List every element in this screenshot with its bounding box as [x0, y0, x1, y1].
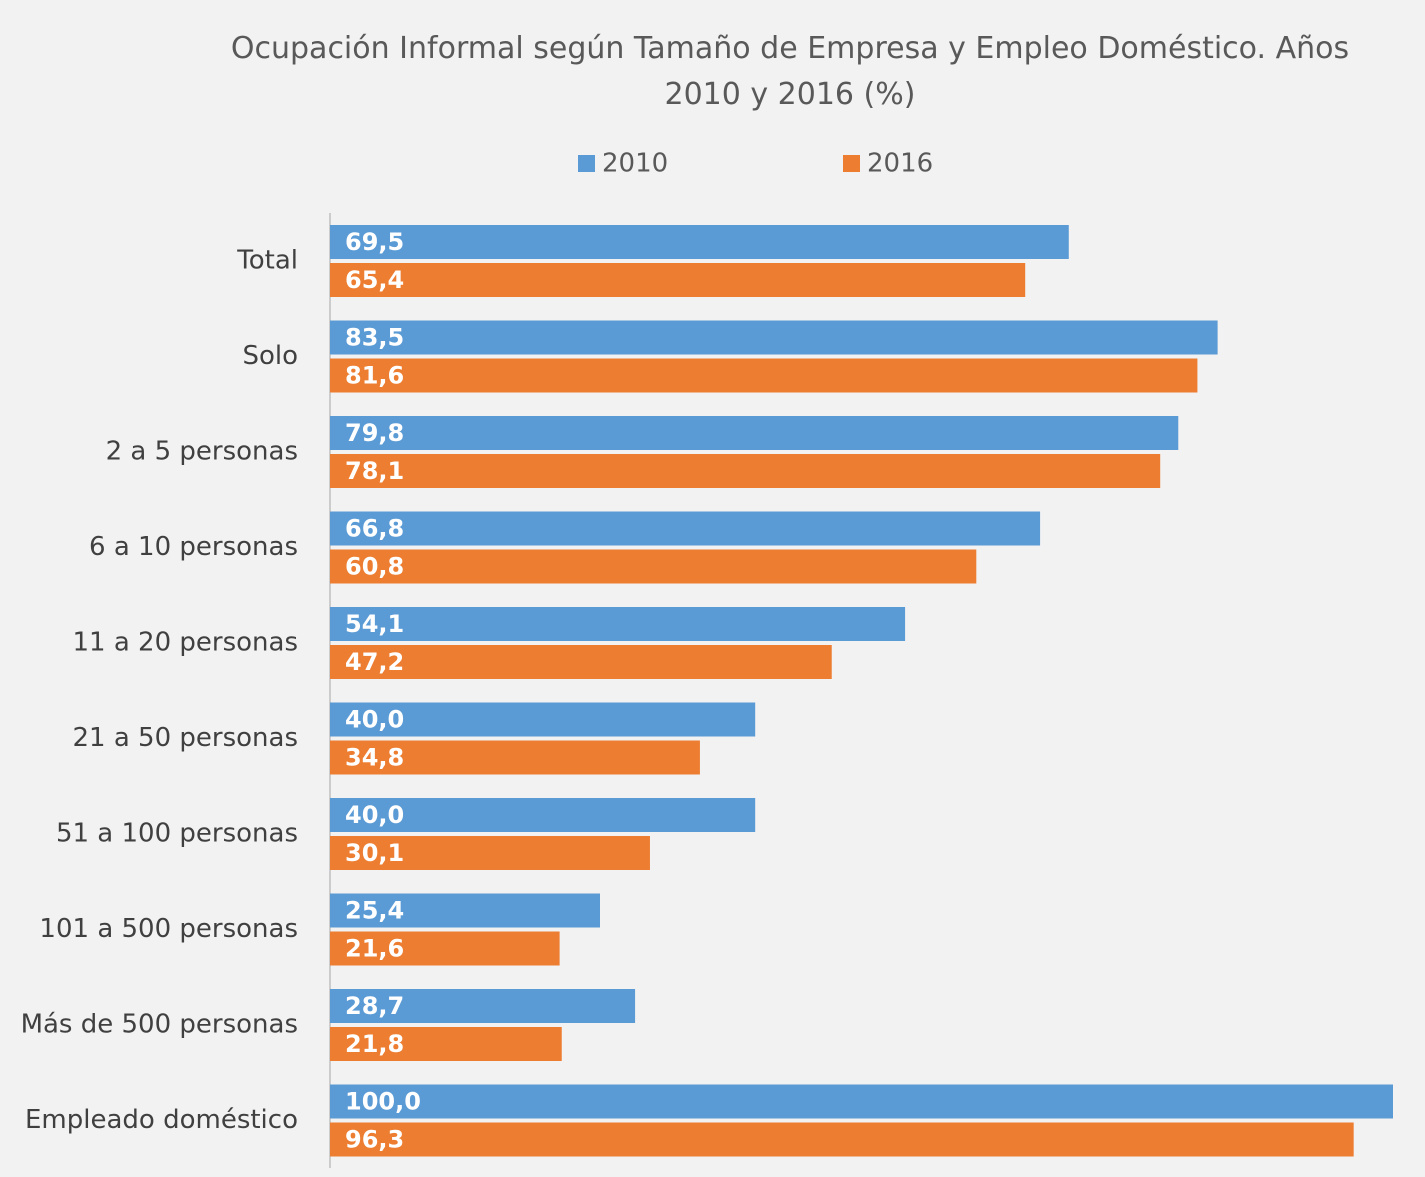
bar [330, 931, 560, 966]
bar [330, 798, 756, 832]
bar [330, 989, 636, 1023]
bar [330, 263, 1026, 297]
data-label: 100,0 [345, 1088, 421, 1116]
data-label: 28,7 [345, 992, 404, 1020]
y-tick-label: 2 a 5 personas [106, 436, 298, 466]
data-label: 25,4 [345, 897, 404, 925]
bar [330, 607, 906, 641]
legend-swatch [843, 155, 860, 172]
data-label: 40,0 [345, 801, 404, 829]
y-tick-label: Solo [242, 341, 298, 371]
y-tick-label: Más de 500 personas [21, 1009, 298, 1039]
bar [330, 549, 977, 584]
data-label: 60,8 [345, 553, 404, 581]
bar [330, 1084, 1393, 1119]
bar [330, 511, 1041, 546]
data-label: 79,8 [345, 419, 404, 447]
y-tick-label: Total [236, 245, 298, 275]
y-tick-label: Empleado doméstico [25, 1105, 298, 1135]
y-tick-label: 21 a 50 personas [73, 723, 299, 753]
data-label: 21,8 [345, 1030, 404, 1058]
bar [330, 645, 832, 679]
data-label: 69,5 [345, 228, 404, 256]
bar [330, 454, 1161, 488]
y-tick-label: 101 a 500 personas [39, 914, 298, 944]
y-tick-label: 6 a 10 personas [89, 532, 298, 562]
data-label: 30,1 [345, 839, 404, 867]
bar [330, 740, 700, 775]
bar [330, 1122, 1354, 1157]
data-label: 81,6 [345, 362, 404, 390]
data-label: 21,6 [345, 935, 404, 963]
bar [330, 893, 601, 928]
data-label: 54,1 [345, 610, 404, 638]
data-label: 34,8 [345, 744, 404, 772]
bar [330, 836, 650, 870]
y-tick-label: 11 a 20 personas [73, 627, 299, 657]
bar [330, 416, 1179, 450]
legend-label: 2016 [867, 149, 933, 179]
data-label: 40,0 [345, 706, 404, 734]
legend-label: 2010 [602, 149, 668, 179]
data-label: 78,1 [345, 457, 404, 485]
y-tick-label: 51 a 100 personas [56, 818, 298, 848]
data-label: 47,2 [345, 648, 404, 676]
data-label: 65,4 [345, 266, 404, 294]
bar [330, 358, 1198, 393]
bar [330, 320, 1218, 355]
bar [330, 225, 1069, 259]
data-label: 96,3 [345, 1126, 404, 1154]
bar [330, 1027, 562, 1061]
legend-swatch [578, 155, 595, 172]
data-label: 66,8 [345, 515, 404, 543]
bar [330, 702, 756, 737]
chart-title: Ocupación Informal según Tamaño de Empre… [230, 31, 1350, 112]
data-label: 83,5 [345, 324, 404, 352]
